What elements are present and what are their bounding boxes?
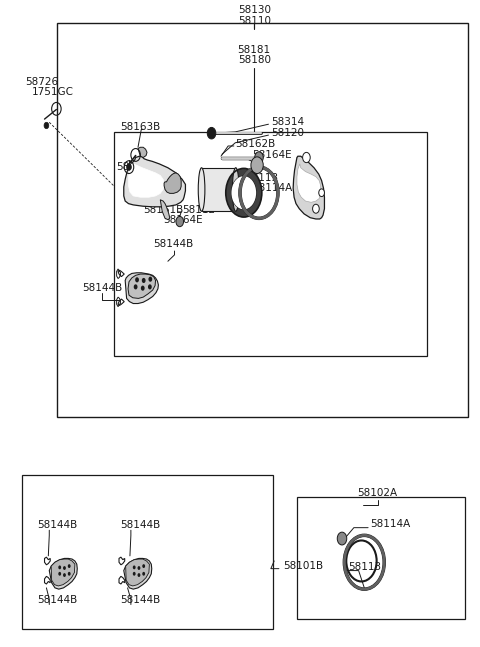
Polygon shape [164,173,181,193]
Polygon shape [297,164,321,203]
Text: 58114A: 58114A [371,519,411,529]
Circle shape [44,122,49,129]
Circle shape [58,572,61,576]
Bar [22,475,273,629]
Circle shape [135,278,139,282]
Circle shape [255,152,263,163]
Text: 58180: 58180 [238,55,271,65]
Text: 58181: 58181 [238,45,271,55]
Circle shape [148,284,152,289]
Text: 1751GC: 1751GC [32,87,74,96]
Text: 58144B: 58144B [120,595,161,604]
Circle shape [226,168,262,217]
Text: 58114A: 58114A [252,183,293,193]
Text: 58110: 58110 [238,16,271,26]
Circle shape [312,204,319,214]
Polygon shape [51,559,75,586]
Text: 58112: 58112 [182,204,215,215]
Text: 58125: 58125 [117,162,150,172]
Circle shape [337,532,347,545]
Polygon shape [124,558,152,589]
Polygon shape [126,559,149,586]
Text: 58144B: 58144B [120,520,161,531]
Text: 58164E: 58164E [252,150,291,160]
Polygon shape [293,156,324,219]
Text: 58162B: 58162B [235,139,276,149]
Text: 58144B: 58144B [83,283,123,293]
Polygon shape [125,273,158,303]
Polygon shape [160,200,170,219]
Circle shape [251,157,263,173]
Text: 58314: 58314 [271,116,304,127]
Circle shape [142,572,145,576]
Text: 58101B: 58101B [283,560,323,571]
Circle shape [68,564,71,568]
Circle shape [134,284,137,289]
Text: 58161B: 58161B [143,204,183,215]
Text: 58120: 58120 [271,127,304,138]
Text: 58130: 58130 [238,5,271,16]
Text: 58163B: 58163B [120,122,161,132]
Bar [57,23,468,417]
Bar [202,168,236,212]
Circle shape [68,572,71,576]
Circle shape [137,573,140,577]
Text: 58113: 58113 [245,173,278,183]
Circle shape [141,285,144,291]
Circle shape [142,278,145,283]
Circle shape [148,277,152,281]
Text: 58102A: 58102A [358,488,397,498]
Polygon shape [128,274,156,298]
Bar [114,132,427,356]
Polygon shape [129,164,164,197]
Circle shape [133,572,136,576]
Circle shape [319,189,324,197]
Circle shape [142,564,145,568]
Text: 58144B: 58144B [37,520,78,531]
Text: 58144B: 58144B [154,239,194,249]
Circle shape [127,164,132,170]
Circle shape [63,566,66,570]
Polygon shape [124,156,185,207]
Text: 58726: 58726 [25,77,59,87]
Circle shape [137,566,140,570]
Circle shape [302,153,310,162]
Circle shape [63,573,66,577]
Circle shape [231,176,256,210]
Text: 58164E: 58164E [163,215,203,225]
Circle shape [207,127,216,139]
Circle shape [58,565,61,569]
Circle shape [133,565,136,569]
Circle shape [176,217,183,226]
Bar [297,497,466,619]
Polygon shape [49,558,77,589]
Text: 58144B: 58144B [37,595,78,604]
Ellipse shape [198,168,205,212]
Ellipse shape [232,168,239,212]
Polygon shape [138,148,147,157]
Text: 58113: 58113 [348,562,382,573]
